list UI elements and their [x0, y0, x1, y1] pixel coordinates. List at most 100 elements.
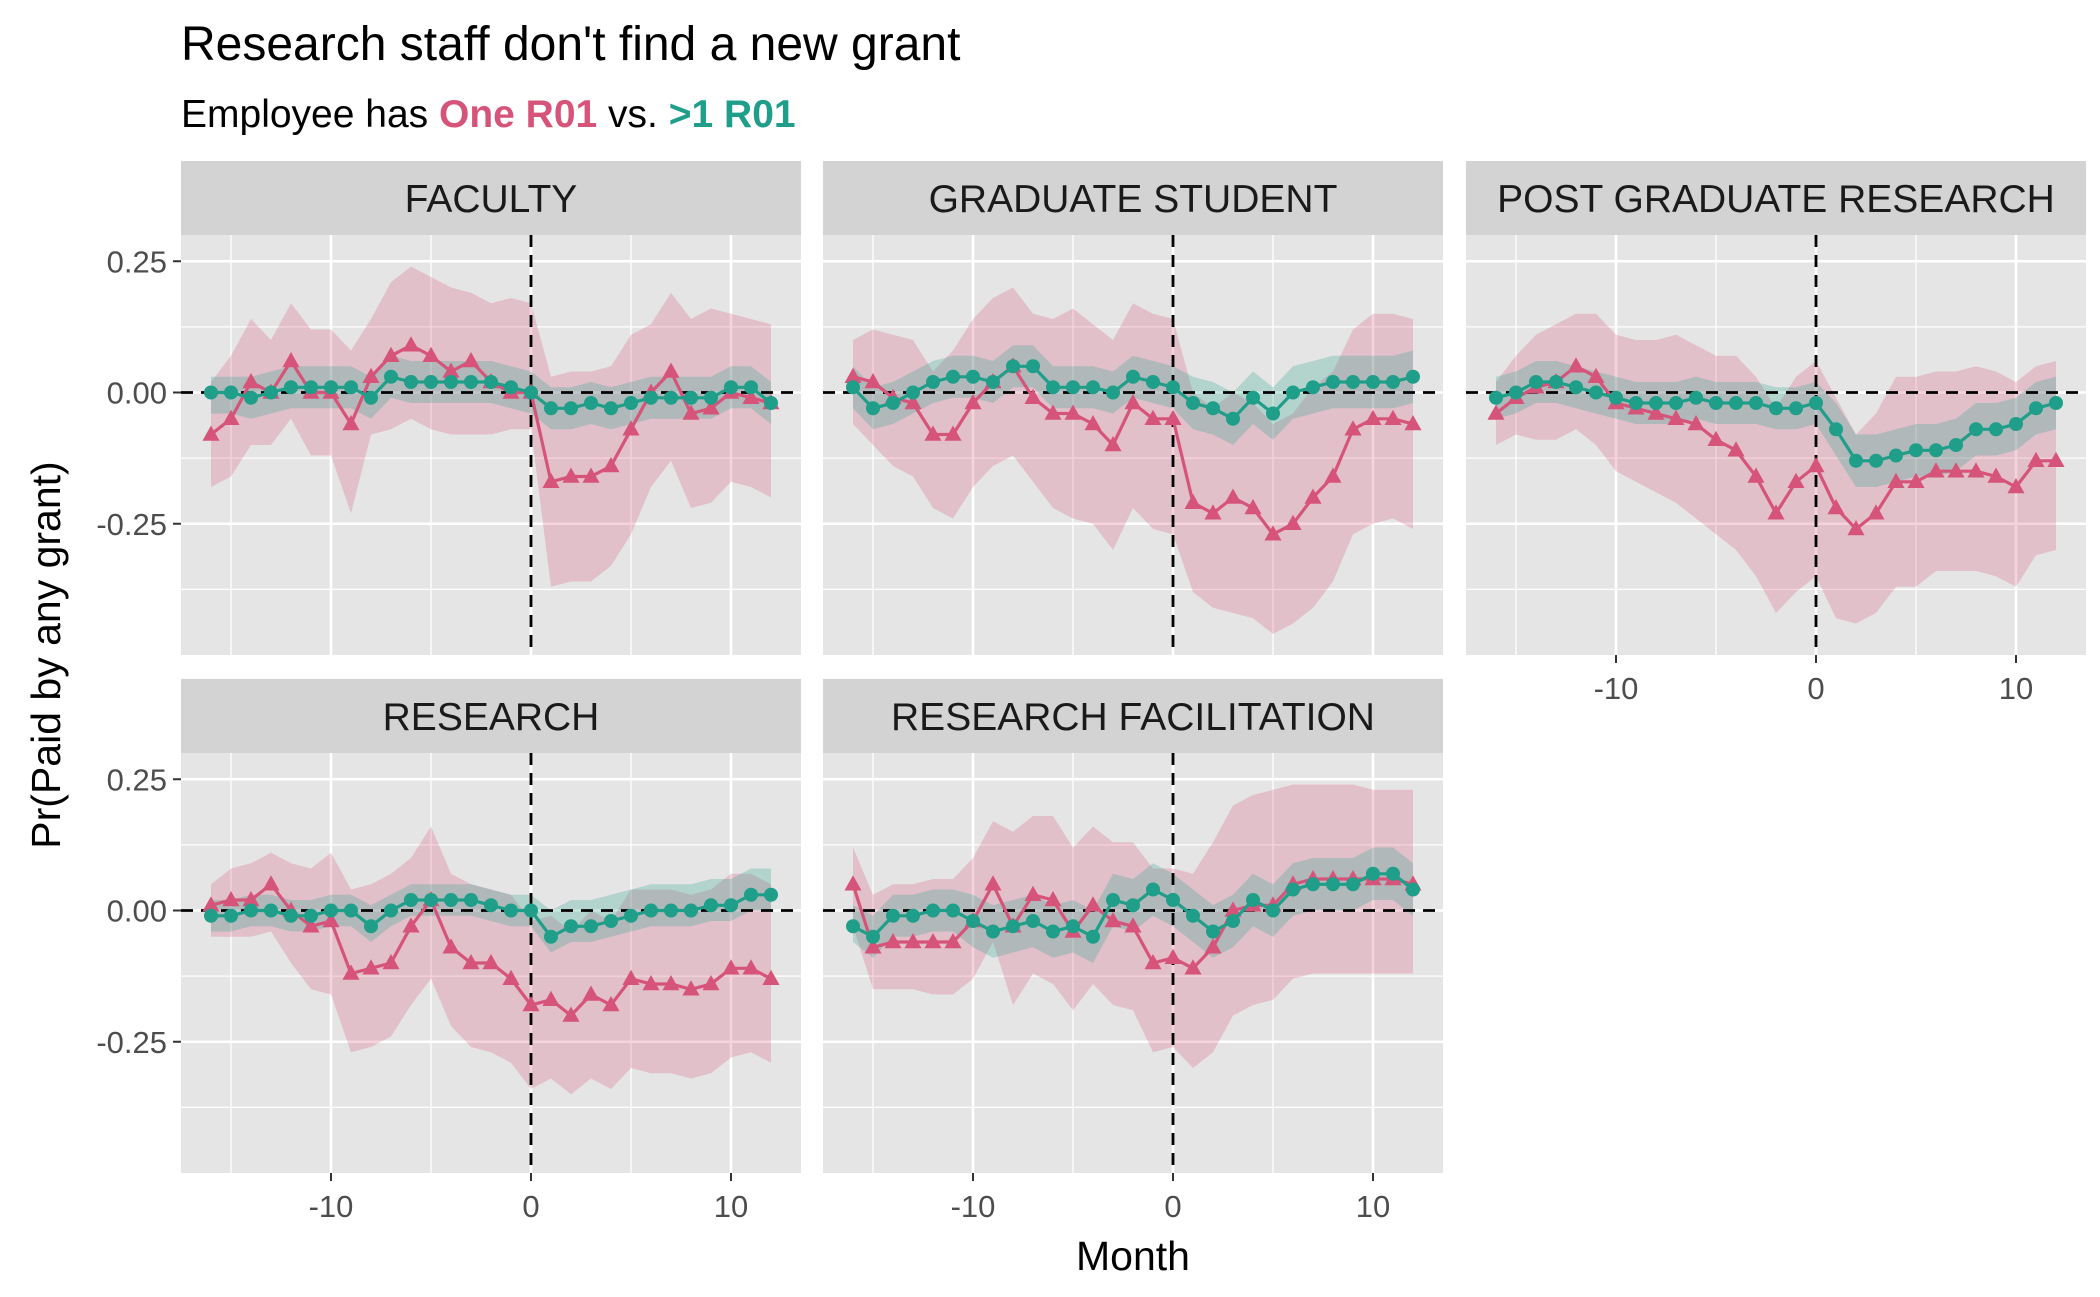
- data-point-multi-r01: [986, 375, 1000, 389]
- data-point-one-r01: [1927, 462, 1945, 478]
- data-point-one-r01: [1044, 891, 1062, 907]
- plot-background: [823, 753, 1443, 1173]
- data-point-multi-r01: [1286, 385, 1300, 400]
- data-point-multi-r01: [1709, 396, 1723, 410]
- data-point-multi-r01: [544, 401, 558, 416]
- data-point-multi-r01: [264, 903, 278, 918]
- data-point-one-r01: [282, 352, 300, 368]
- series-label-multi-r01: >1 R01: [669, 93, 796, 136]
- data-point-one-r01: [1487, 404, 1505, 420]
- data-point-multi-r01: [1366, 866, 1380, 881]
- facet-strip: [181, 679, 801, 753]
- data-point-one-r01: [702, 975, 720, 991]
- data-point-multi-r01: [244, 390, 258, 405]
- data-point-one-r01: [442, 938, 460, 954]
- data-point-multi-r01: [344, 903, 358, 918]
- data-point-one-r01: [682, 980, 700, 996]
- data-point-multi-r01: [644, 390, 658, 405]
- data-point-one-r01: [402, 917, 420, 933]
- data-point-one-r01: [382, 954, 400, 970]
- data-point-multi-r01: [1146, 375, 1160, 389]
- data-point-multi-r01: [364, 919, 378, 934]
- data-point-multi-r01: [1909, 443, 1923, 458]
- data-point-one-r01: [1244, 499, 1262, 515]
- panel-faculty: FACULTY 0.25 0.00 -0.25: [96, 161, 801, 655]
- data-point-multi-r01: [1046, 924, 1060, 939]
- data-point-one-r01: [2027, 451, 2045, 468]
- data-point-multi-r01: [986, 924, 1000, 939]
- data-point-one-r01: [1184, 493, 1202, 510]
- data-point-multi-r01: [1106, 893, 1120, 907]
- data-point-multi-r01: [704, 898, 718, 913]
- panel-graduate-student: GRADUATE STUDENT: [823, 161, 1443, 655]
- data-point-one-r01: [1024, 388, 1042, 405]
- data-point-multi-r01: [946, 903, 960, 918]
- facet-strip: [823, 679, 1443, 753]
- data-point-one-r01: [242, 373, 260, 389]
- data-point-multi-r01: [624, 396, 638, 410]
- data-point-multi-r01: [1509, 385, 1523, 400]
- data-point-multi-r01: [1809, 396, 1823, 410]
- data-point-multi-r01: [364, 390, 378, 405]
- data-point-multi-r01: [1126, 369, 1140, 384]
- data-point-one-r01: [1887, 472, 1905, 489]
- data-point-multi-r01: [1006, 359, 1020, 374]
- data-point-one-r01: [542, 990, 560, 1007]
- y-axis-title: Pr(Paid by any grant): [23, 461, 69, 848]
- data-point-multi-r01: [584, 919, 598, 934]
- data-point-one-r01: [462, 352, 480, 368]
- data-point-multi-r01: [2049, 396, 2063, 410]
- y-tick-label: 0.25: [107, 244, 167, 279]
- data-point-one-r01: [844, 367, 862, 384]
- data-point-multi-r01: [906, 385, 920, 400]
- data-point-one-r01: [262, 875, 280, 891]
- data-point-multi-r01: [1166, 380, 1180, 395]
- data-point-multi-r01: [744, 887, 758, 902]
- data-point-one-r01: [1224, 488, 1242, 504]
- data-point-one-r01: [1264, 525, 1282, 541]
- data-point-one-r01: [402, 336, 420, 352]
- data-point-one-r01: [1124, 917, 1142, 933]
- data-point-multi-r01: [1046, 380, 1060, 395]
- data-point-multi-r01: [1406, 369, 1420, 384]
- data-point-multi-r01: [424, 893, 438, 907]
- data-point-multi-r01: [484, 375, 498, 389]
- data-point-multi-r01: [684, 390, 698, 405]
- data-point-multi-r01: [1589, 385, 1603, 400]
- plot-background: [823, 235, 1443, 655]
- data-point-one-r01: [1164, 948, 1182, 965]
- data-point-multi-r01: [564, 919, 578, 934]
- data-point-one-r01: [382, 346, 400, 363]
- data-point-multi-r01: [1206, 924, 1220, 939]
- data-point-multi-r01: [886, 908, 900, 923]
- data-point-multi-r01: [1649, 396, 1663, 410]
- data-point-one-r01: [1687, 415, 1705, 431]
- data-point-multi-r01: [504, 380, 518, 395]
- data-point-one-r01: [742, 959, 760, 975]
- data-point-multi-r01: [424, 375, 438, 389]
- data-point-one-r01: [562, 1006, 580, 1022]
- facet-strip-label: RESEARCH: [383, 696, 600, 739]
- data-point-one-r01: [662, 975, 680, 991]
- facet-strip-label: RESEARCH FACILITATION: [891, 696, 1375, 739]
- data-point-one-r01: [762, 969, 780, 986]
- data-point-multi-r01: [1346, 375, 1360, 389]
- data-point-one-r01: [1707, 430, 1725, 447]
- data-point-multi-r01: [584, 396, 598, 410]
- data-point-one-r01: [682, 404, 700, 420]
- data-point-multi-r01: [664, 390, 678, 405]
- data-point-one-r01: [944, 425, 962, 441]
- data-point-one-r01: [322, 912, 340, 928]
- x-tick-label: 10: [1999, 671, 2033, 706]
- data-point-multi-r01: [484, 898, 498, 913]
- data-point-one-r01: [1144, 409, 1162, 426]
- x-tick-label: 0: [1164, 1189, 1181, 1224]
- data-point-multi-r01: [224, 385, 238, 400]
- data-point-one-r01: [1344, 420, 1362, 436]
- data-point-one-r01: [1987, 467, 2005, 483]
- data-point-multi-r01: [1609, 390, 1623, 405]
- data-point-one-r01: [602, 457, 620, 473]
- data-point-multi-r01: [906, 908, 920, 923]
- data-point-multi-r01: [2009, 417, 2023, 431]
- data-point-multi-r01: [1246, 390, 1260, 405]
